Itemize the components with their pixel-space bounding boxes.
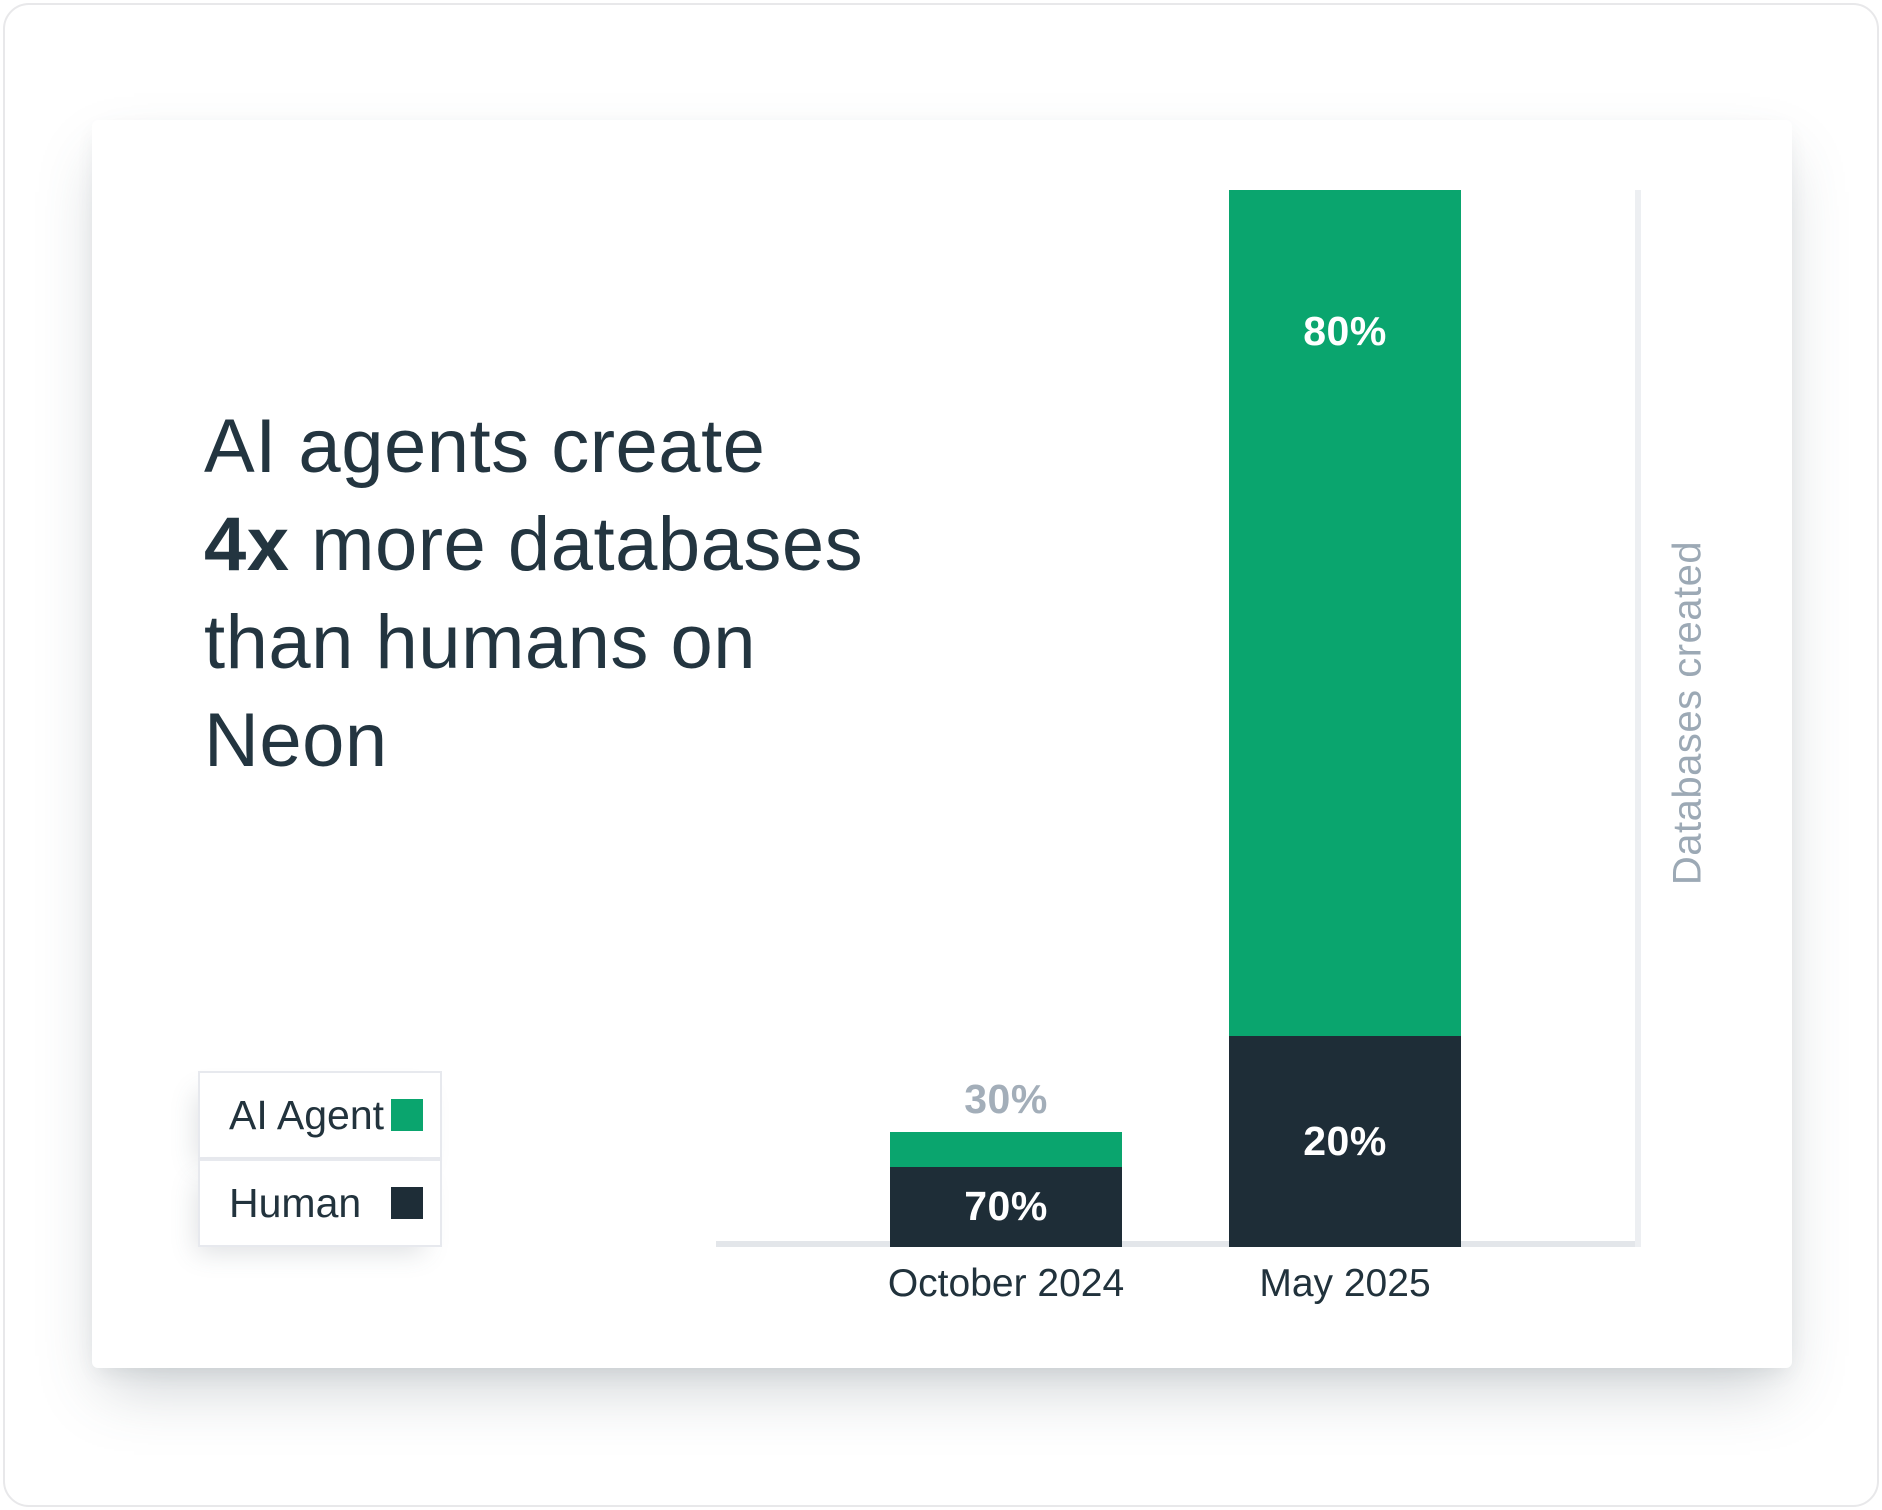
legend-swatch-ai-agent: [391, 1099, 423, 1131]
chart-card: AI agents create 4x more databases than …: [92, 120, 1792, 1368]
stacked-bar-chart: Databases created 30% 70% October 2024 80% 2…: [92, 120, 1792, 1368]
value-label-may-2025-human: 20%: [1303, 1117, 1387, 1164]
title-line-4: Neon: [204, 698, 388, 783]
bar-october-2024: 70%: [890, 1132, 1122, 1247]
value-label-may-2025-ai-agent: 80%: [1303, 308, 1387, 354]
value-label-october-2024-human: 70%: [964, 1183, 1048, 1230]
bar-segment-may-2025-human: 20%: [1229, 1035, 1461, 1247]
y-axis-line: [1635, 190, 1641, 1247]
legend-label-ai-agent: AI Agent: [229, 1091, 385, 1138]
chart-title: AI agents create 4x more databases than …: [204, 398, 863, 790]
title-line-3: than humans on: [204, 600, 757, 685]
legend: AI Agent Human: [198, 1071, 442, 1247]
bar-segment-october-2024-human: 70%: [890, 1166, 1122, 1247]
title-line-2: 4x more databases: [204, 496, 863, 594]
legend-item-human: Human: [198, 1159, 442, 1247]
x-tick-label-may-2025: May 2025: [1259, 1262, 1431, 1305]
title-line-2-rest: more databases: [289, 502, 864, 587]
bar-segment-october-2024-ai-agent: [890, 1132, 1122, 1167]
legend-item-ai-agent: AI Agent: [198, 1071, 442, 1159]
x-axis-line: [716, 1241, 1641, 1247]
legend-label-human: Human: [229, 1179, 362, 1226]
y-axis-title: Databases created: [1665, 540, 1710, 886]
value-label-october-2024-ai-agent: 30%: [964, 1076, 1048, 1122]
bar-segment-may-2025-ai-agent: 80%: [1229, 190, 1461, 1036]
title-highlight: 4x: [204, 502, 290, 587]
x-tick-label-october-2024: October 2024: [887, 1262, 1125, 1305]
title-line-1: AI agents create: [204, 404, 766, 489]
legend-swatch-human: [391, 1187, 423, 1219]
bar-may-2025: 80% 20%: [1229, 190, 1461, 1247]
